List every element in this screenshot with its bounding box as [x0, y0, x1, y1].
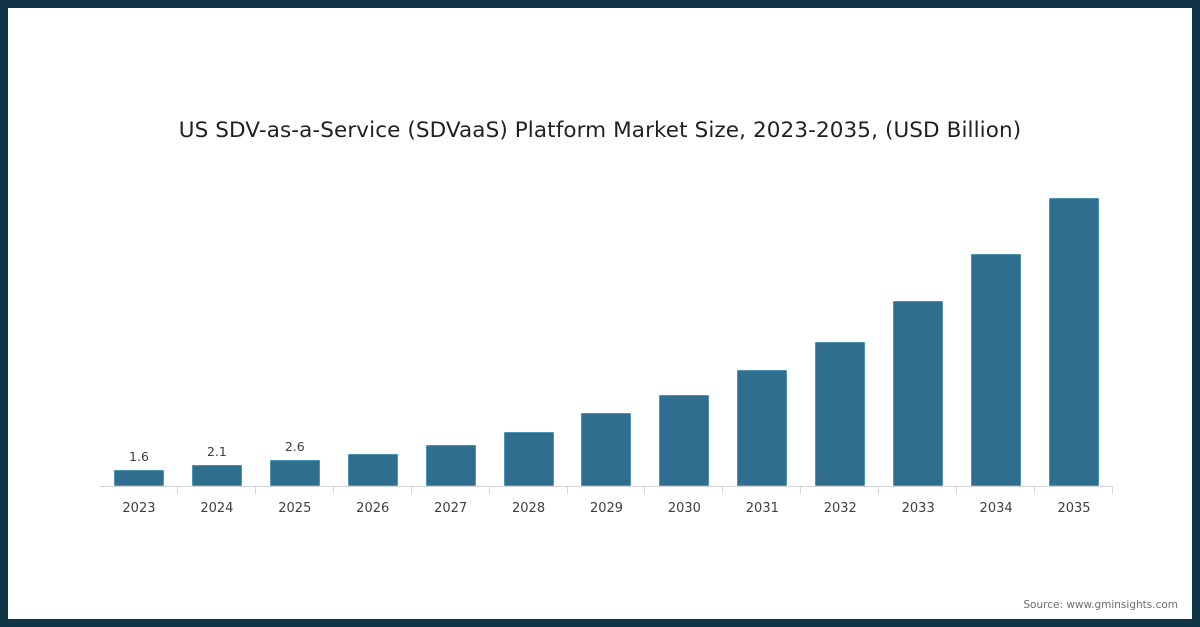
- bar-slot-2029: [568, 178, 646, 486]
- bar-2023[interactable]: [113, 469, 164, 486]
- bar-slot-2032: [801, 178, 879, 486]
- bar-slot-2025: 2.6: [256, 178, 334, 486]
- tick-mark: [1111, 487, 1113, 494]
- bar-2025[interactable]: [269, 459, 320, 486]
- bar-slot-2027: [412, 178, 490, 486]
- x-axis-labels: 2023 2024 2025 2026 2027 2028 2029 2030 …: [100, 498, 1113, 520]
- x-label-2033: 2033: [901, 501, 935, 516]
- tick-mark: [956, 487, 958, 494]
- x-label-2030: 2030: [667, 501, 701, 516]
- x-label-2024: 2024: [200, 501, 234, 516]
- bar-slot-2024: 2.1: [178, 178, 256, 486]
- tick-mark: [254, 487, 256, 494]
- tick-mark: [800, 487, 802, 494]
- bar-2034[interactable]: [971, 253, 1022, 486]
- x-tick: [645, 487, 724, 494]
- bar-2028[interactable]: [503, 432, 554, 486]
- x-label-2031: 2031: [745, 501, 779, 516]
- x-tick: [723, 487, 802, 494]
- x-label-2028: 2028: [512, 501, 546, 516]
- source-note: Source: www.gminsights.com: [1023, 599, 1178, 611]
- bar-2033[interactable]: [893, 301, 944, 486]
- x-tick: [256, 487, 334, 494]
- bar-2035[interactable]: [1049, 198, 1100, 486]
- x-tick: [100, 487, 178, 494]
- tick-mark: [488, 487, 490, 494]
- bar-slot-2031: [723, 178, 801, 486]
- x-tick: [334, 487, 412, 494]
- x-label-2027: 2027: [434, 501, 468, 516]
- x-tick: [957, 487, 1036, 494]
- x-axis-line: [100, 486, 1113, 487]
- bar-slot-2026: [334, 178, 412, 486]
- tick-mark: [1034, 487, 1036, 494]
- x-label-2035: 2035: [1057, 501, 1091, 516]
- chart-title: US SDV-as-a-Service (SDVaaS) Platform Ma…: [178, 118, 1022, 143]
- x-tick: [412, 487, 490, 494]
- tick-mark: [410, 487, 412, 494]
- x-label-2025: 2025: [278, 501, 312, 516]
- x-tick: [178, 487, 256, 494]
- x-label-2023: 2023: [122, 501, 156, 516]
- bar-slot-2034: [957, 178, 1035, 486]
- x-tick: [801, 487, 880, 494]
- bar-2031[interactable]: [737, 369, 788, 486]
- tick-mark: [176, 487, 178, 494]
- bar-2026[interactable]: [347, 453, 398, 486]
- bar-2030[interactable]: [659, 395, 710, 486]
- bars-layer: 1.6 2.1 2.6: [100, 178, 1113, 486]
- bar-value-label: 2.1: [206, 443, 227, 459]
- bar-value-label: 1.6: [129, 448, 149, 464]
- x-label-2034: 2034: [979, 501, 1013, 516]
- x-tick: [1035, 487, 1113, 494]
- x-label-2032: 2032: [823, 501, 857, 516]
- x-label-2026: 2026: [356, 501, 390, 516]
- tick-mark: [878, 487, 880, 494]
- bar-slot-2023: 1.6: [100, 178, 178, 486]
- plot-area: 1.6 2.1 2.6: [100, 178, 1113, 486]
- x-label-2029: 2029: [589, 501, 624, 516]
- bar-slot-2035: [1035, 178, 1113, 486]
- tick-mark: [644, 487, 646, 494]
- tick-mark: [722, 487, 724, 494]
- bar-2027[interactable]: [425, 444, 476, 486]
- bar-slot-2033: [879, 178, 957, 486]
- x-tick: [568, 487, 646, 494]
- bar-slot-2028: [490, 178, 568, 486]
- x-tick: [879, 487, 958, 494]
- bar-2024[interactable]: [191, 464, 242, 486]
- x-axis-ticks: [100, 487, 1113, 494]
- tick-mark: [332, 487, 334, 494]
- bar-slot-2030: [645, 178, 723, 486]
- bar-2032[interactable]: [815, 341, 866, 486]
- bar-value-label: 2.6: [284, 438, 305, 454]
- x-tick: [490, 487, 568, 494]
- bar-2029[interactable]: [581, 413, 632, 486]
- tick-mark: [566, 487, 568, 494]
